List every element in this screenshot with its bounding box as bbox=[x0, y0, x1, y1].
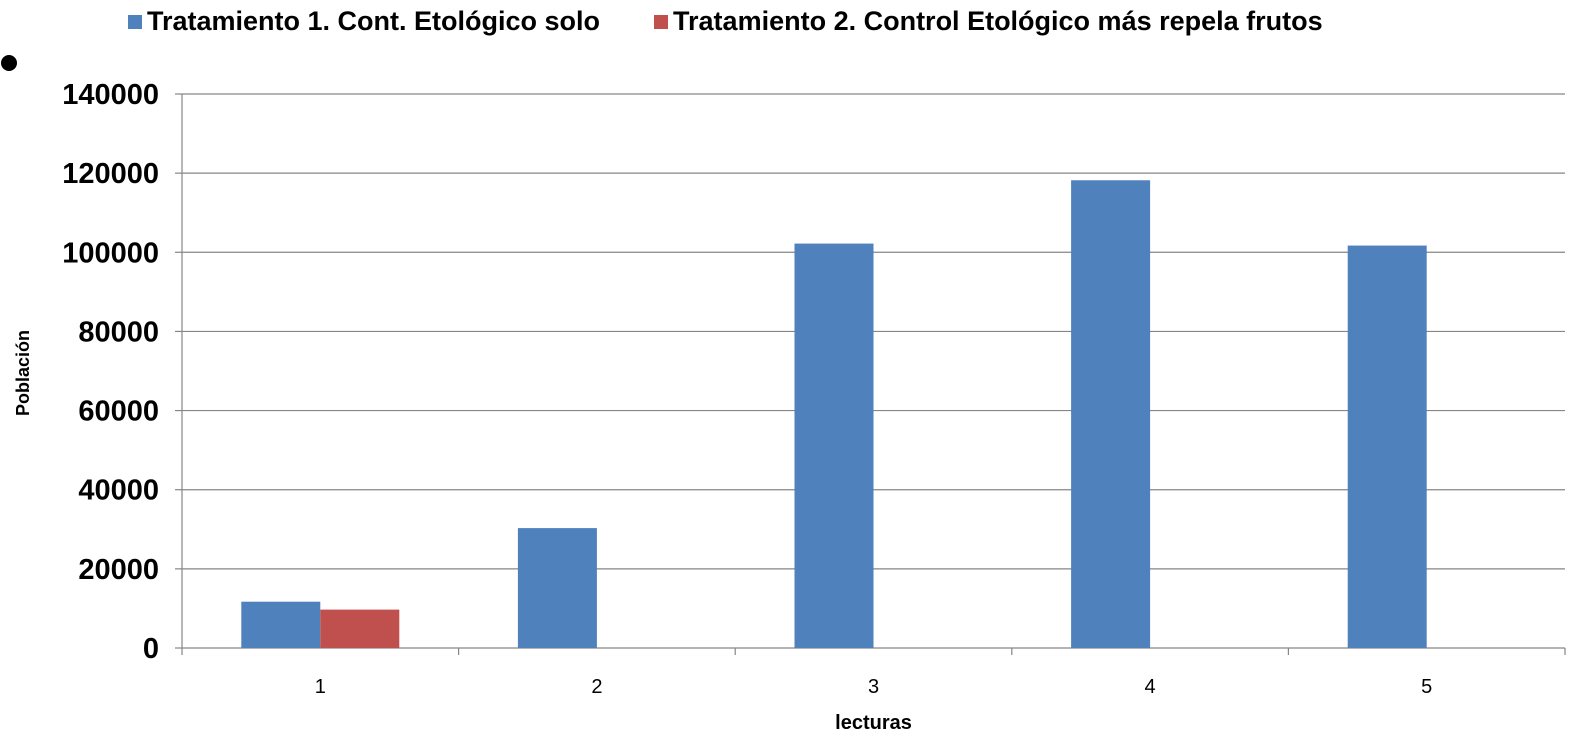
x-tick-label: 1 bbox=[315, 676, 326, 698]
bar-series-1-cat-3[interactable] bbox=[794, 243, 874, 648]
y-tick-label: 100000 bbox=[62, 237, 159, 269]
bar-series-1-cat-4[interactable] bbox=[1071, 180, 1151, 648]
y-tick-label: 80000 bbox=[78, 316, 159, 348]
y-tick-label: 0 bbox=[143, 633, 159, 665]
legend-item-series-2[interactable]: Tratamiento 2. Control Etológico más rep… bbox=[654, 6, 1323, 37]
bullet-icon bbox=[1, 55, 17, 71]
bar-series-1-cat-1[interactable] bbox=[241, 601, 321, 648]
bar-series-1-cat-2[interactable] bbox=[517, 528, 597, 648]
x-tick-label: 2 bbox=[591, 676, 602, 698]
bar-series-2-cat-1[interactable] bbox=[320, 609, 400, 648]
y-tick-label: 60000 bbox=[78, 396, 159, 428]
y-tick-label: 20000 bbox=[78, 554, 159, 586]
legend-label-series-1: Tratamiento 1. Cont. Etológico solo bbox=[147, 6, 601, 36]
x-tick-label: 3 bbox=[868, 676, 879, 698]
legend-label-series-2: Tratamiento 2. Control Etológico más rep… bbox=[673, 6, 1323, 36]
legend-item-series-1[interactable]: Tratamiento 1. Cont. Etológico solo bbox=[128, 6, 600, 37]
chart-legend: Tratamiento 1. Cont. Etológico solo Trat… bbox=[128, 6, 1323, 37]
x-tick-label: 4 bbox=[1145, 676, 1156, 698]
bar-series-1-cat-5[interactable] bbox=[1347, 245, 1427, 648]
y-axis-title: Población bbox=[13, 330, 33, 416]
y-tick-label: 140000 bbox=[62, 79, 159, 111]
x-tick-label: 5 bbox=[1421, 676, 1432, 698]
legend-swatch-series-2 bbox=[654, 14, 669, 29]
y-tick-label: 40000 bbox=[78, 475, 159, 507]
legend-swatch-series-1 bbox=[128, 14, 142, 29]
y-tick-label: 120000 bbox=[62, 158, 159, 190]
x-axis-title: lecturas bbox=[835, 712, 912, 734]
